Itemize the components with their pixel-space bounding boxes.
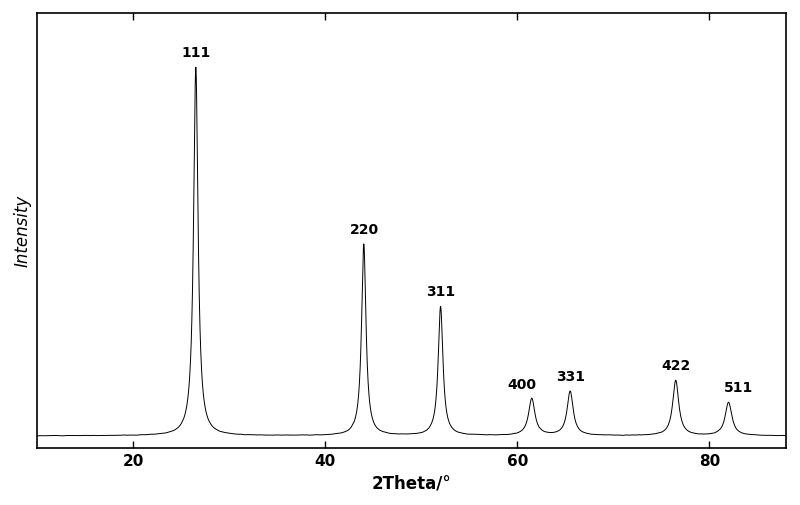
Text: 511: 511: [724, 380, 753, 394]
Text: 400: 400: [508, 377, 537, 391]
Text: 311: 311: [426, 285, 455, 299]
Text: 220: 220: [350, 222, 378, 236]
Text: 331: 331: [556, 370, 585, 383]
Y-axis label: Intensity: Intensity: [14, 195, 32, 267]
Text: 111: 111: [182, 46, 210, 60]
Text: 422: 422: [662, 359, 690, 372]
X-axis label: 2Theta/°: 2Theta/°: [372, 473, 452, 491]
